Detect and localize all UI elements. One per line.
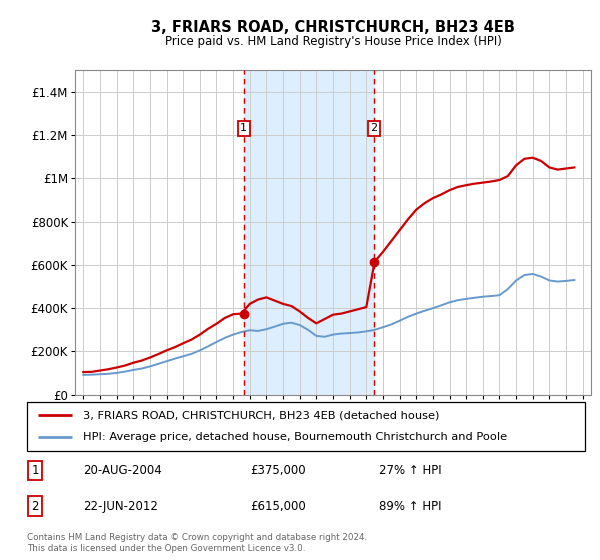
Text: 3, FRIARS ROAD, CHRISTCHURCH, BH23 4EB: 3, FRIARS ROAD, CHRISTCHURCH, BH23 4EB (151, 20, 515, 35)
Bar (244, 70, 374, 395)
Text: 89% ↑ HPI: 89% ↑ HPI (379, 500, 441, 512)
Text: 3, FRIARS ROAD, CHRISTCHURCH, BH23 4EB (detached house): 3, FRIARS ROAD, CHRISTCHURCH, BH23 4EB (… (83, 410, 439, 421)
Text: 20-AUG-2004: 20-AUG-2004 (83, 464, 161, 477)
Text: £375,000: £375,000 (250, 464, 306, 477)
Text: 2: 2 (32, 500, 39, 512)
Text: 2: 2 (371, 123, 377, 133)
Text: £615,000: £615,000 (250, 500, 306, 512)
Text: Price paid vs. HM Land Registry's House Price Index (HPI): Price paid vs. HM Land Registry's House … (164, 35, 502, 48)
Text: 1: 1 (240, 123, 247, 133)
FancyBboxPatch shape (27, 402, 585, 451)
Text: HPI: Average price, detached house, Bournemouth Christchurch and Poole: HPI: Average price, detached house, Bour… (83, 432, 507, 442)
Text: Contains HM Land Registry data © Crown copyright and database right 2024.
This d: Contains HM Land Registry data © Crown c… (27, 533, 367, 553)
Text: 27% ↑ HPI: 27% ↑ HPI (379, 464, 441, 477)
Text: 22-JUN-2012: 22-JUN-2012 (83, 500, 158, 512)
Text: 1: 1 (32, 464, 39, 477)
